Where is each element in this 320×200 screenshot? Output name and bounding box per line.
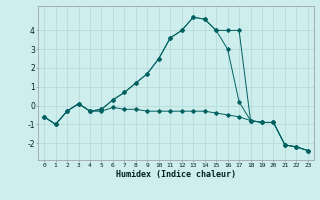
X-axis label: Humidex (Indice chaleur): Humidex (Indice chaleur)	[116, 170, 236, 179]
